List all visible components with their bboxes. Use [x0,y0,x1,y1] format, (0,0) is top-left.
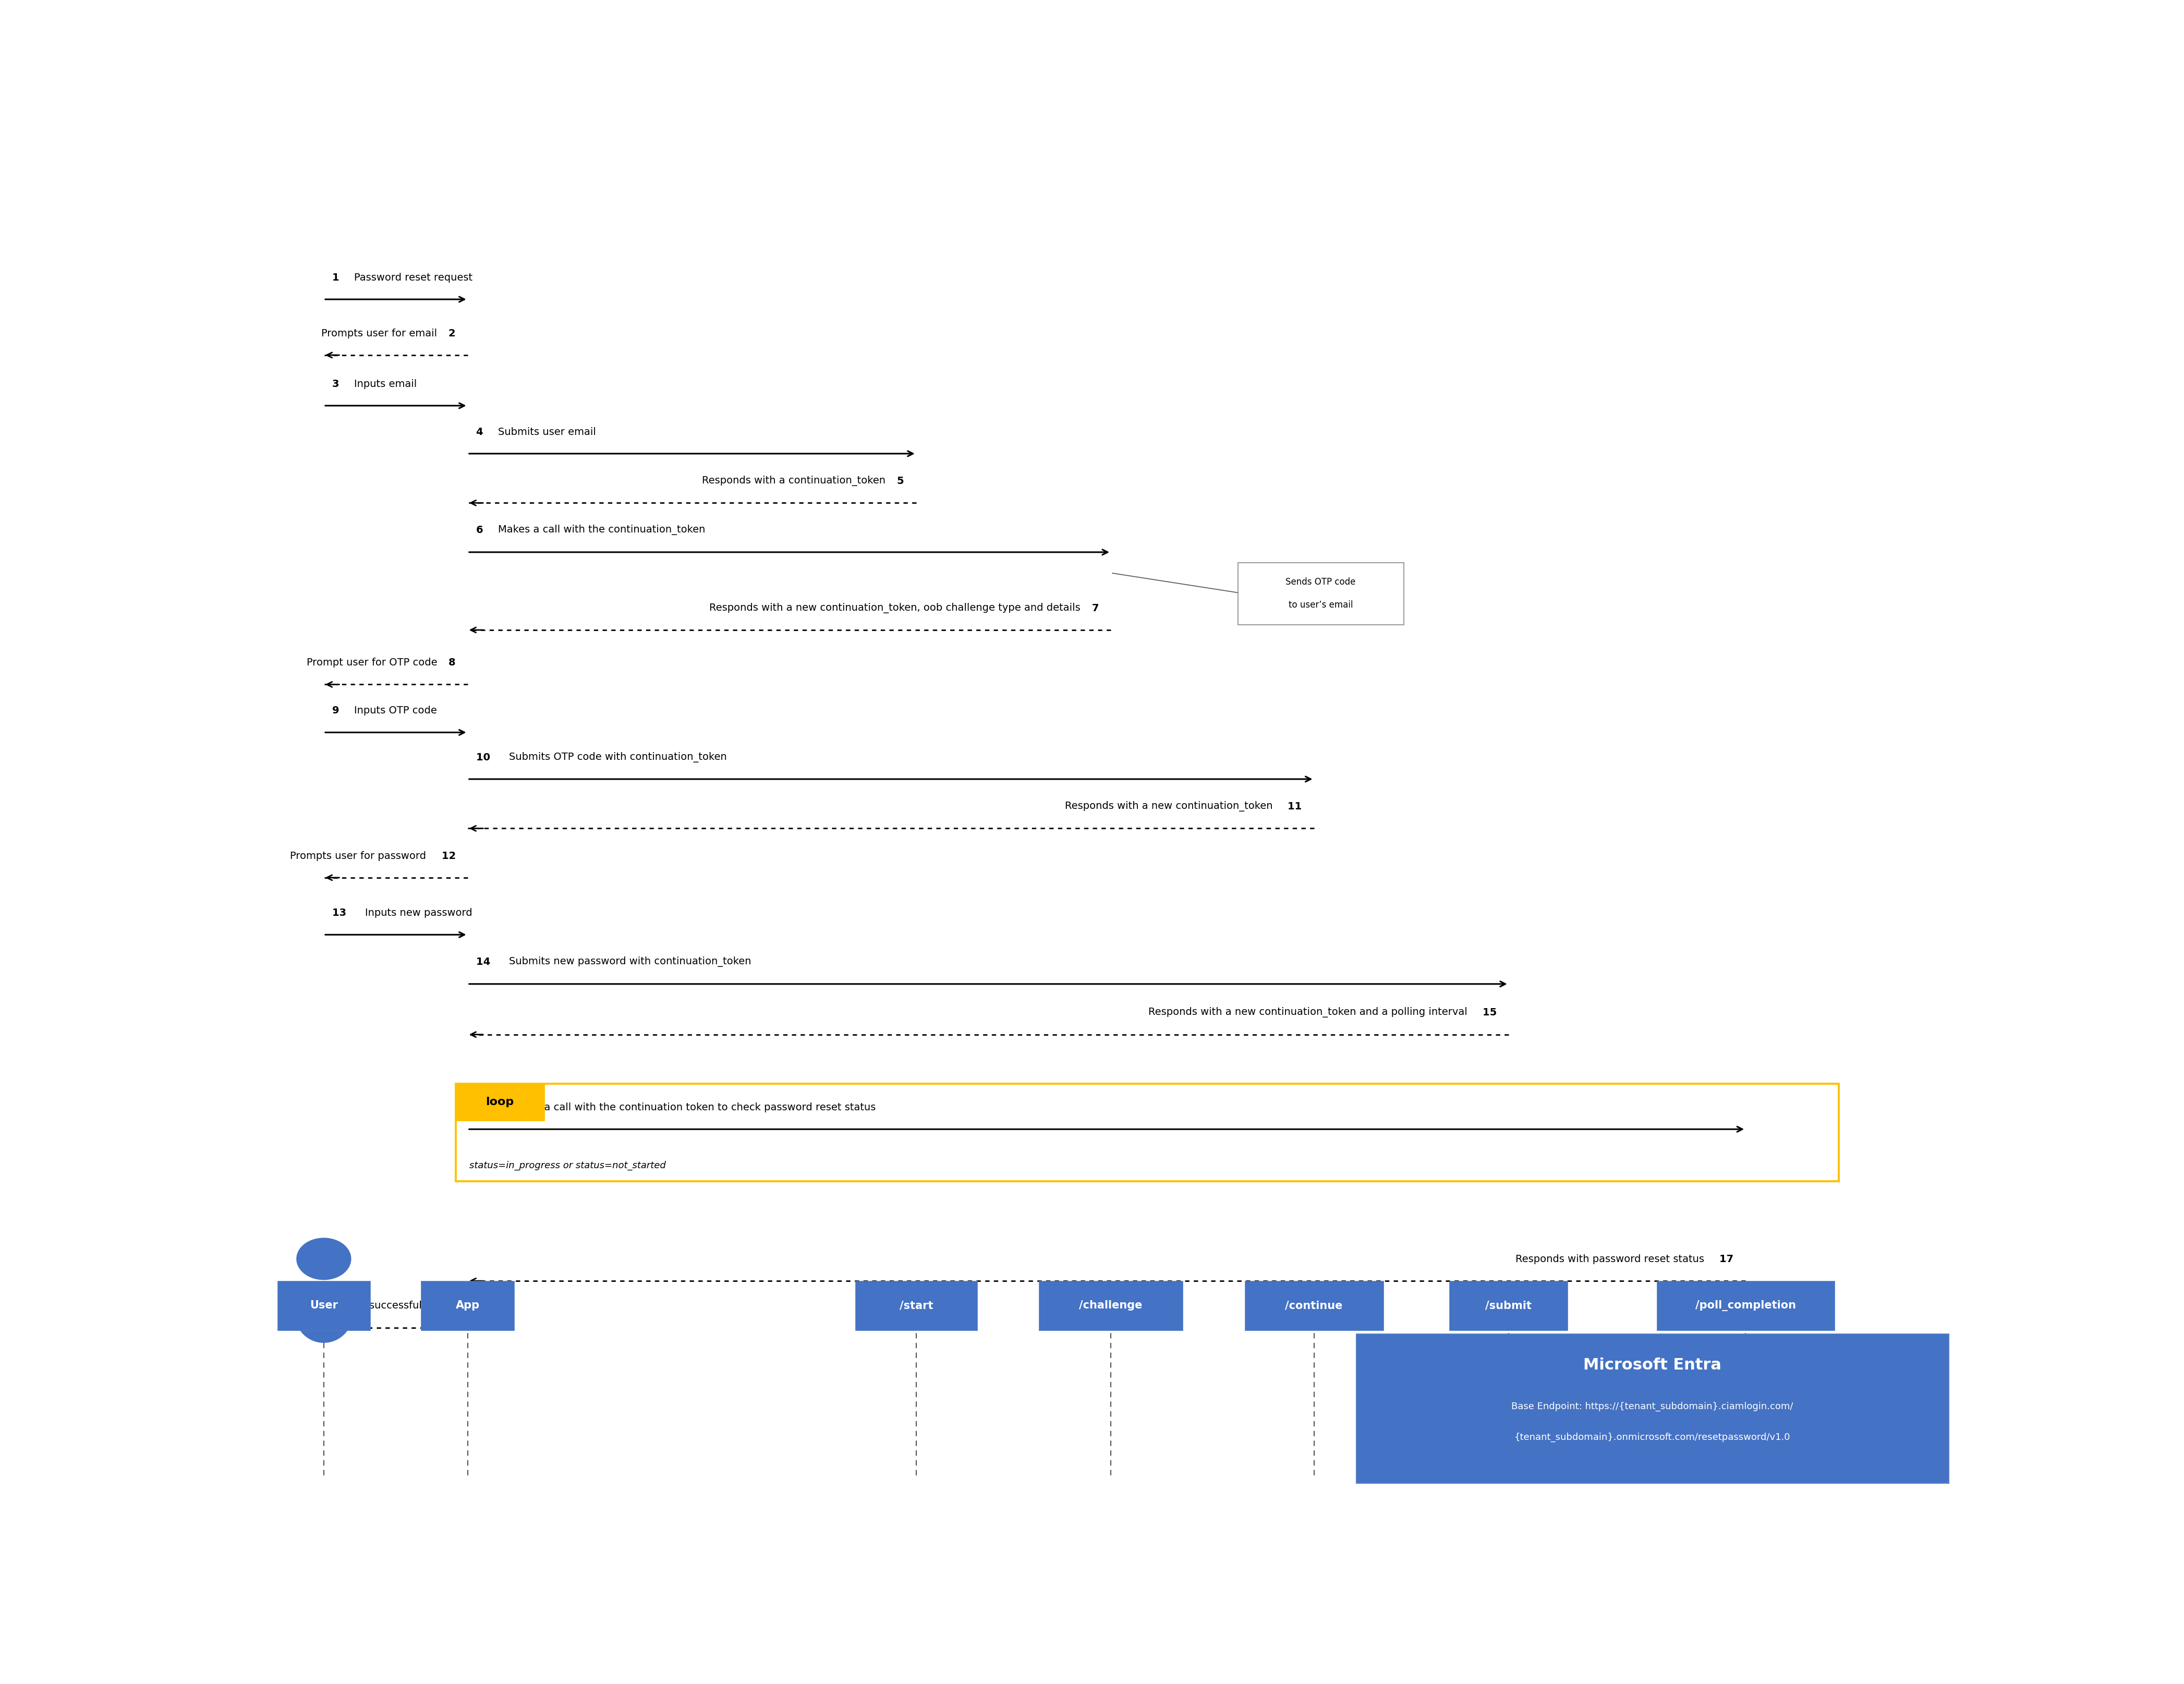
Text: Inputs new password: Inputs new password [365,908,472,918]
Text: Inputs email: Inputs email [354,379,417,389]
Text: 17: 17 [1719,1255,1736,1265]
FancyBboxPatch shape [1040,1282,1184,1330]
Text: 8: 8 [448,658,459,667]
Text: Sends OTP code: Sends OTP code [1286,578,1356,588]
Text: 2: 2 [448,328,459,338]
Text: App: App [456,1300,480,1310]
Text: /challenge: /challenge [1079,1300,1142,1310]
Text: Submits OTP code with continuation_token: Submits OTP code with continuation_token [509,751,727,763]
FancyBboxPatch shape [1238,562,1404,625]
Text: 10: 10 [476,753,494,763]
FancyBboxPatch shape [422,1282,513,1330]
Text: 7: 7 [1092,603,1103,613]
FancyBboxPatch shape [1450,1282,1568,1330]
Text: status=in_progress or status=not_started: status=in_progress or status=not_started [470,1160,666,1170]
Text: 4: 4 [476,426,487,436]
Text: /submit: /submit [1485,1300,1531,1310]
FancyBboxPatch shape [277,1282,371,1330]
Text: Responds with password reset status: Responds with password reset status [1516,1255,1704,1265]
Text: 6: 6 [476,525,487,536]
Text: Makes a call with the continuation_token: Makes a call with the continuation_token [498,525,705,536]
Text: Responds with a new continuation_token, oob challenge type and details: Responds with a new continuation_token, … [710,603,1081,613]
FancyBboxPatch shape [1356,1334,1948,1484]
Text: Prompts user for password: Prompts user for password [290,850,426,861]
Circle shape [297,1238,352,1280]
Text: 15: 15 [1483,1007,1500,1017]
Text: 1: 1 [332,273,343,283]
Text: 5: 5 [898,477,909,487]
FancyBboxPatch shape [456,1084,544,1120]
FancyBboxPatch shape [1658,1282,1835,1330]
Text: Responds with a continuation_token: Responds with a continuation_token [703,475,887,487]
Text: Inputs OTP code: Inputs OTP code [354,706,437,716]
Text: 16: 16 [476,1103,494,1113]
Text: Password reset request: Password reset request [354,273,472,283]
Text: 13: 13 [332,908,349,918]
Text: User: User [310,1300,339,1310]
Text: 12: 12 [441,850,459,861]
FancyBboxPatch shape [856,1282,976,1330]
Text: /start: /start [900,1300,933,1310]
Text: Prompt user for OTP code: Prompt user for OTP code [306,658,437,667]
Text: 11: 11 [1289,802,1306,812]
Text: Prompts user for email: Prompts user for email [321,328,437,338]
Text: Submits new password with continuation_token: Submits new password with continuation_t… [509,957,751,967]
Text: /poll_completion: /poll_completion [1695,1300,1795,1312]
Text: Base Endpoint: https://{tenant_subdomain}.ciamlogin.com/: Base Endpoint: https://{tenant_subdomain… [1511,1401,1793,1411]
Text: loop: loop [485,1096,513,1106]
Text: Responds with a new continuation_token: Responds with a new continuation_token [1064,802,1273,812]
Text: to user’s email: to user’s email [1289,601,1352,610]
Text: 9: 9 [332,706,343,716]
Text: Submits user email: Submits user email [498,426,596,436]
Text: Responds with a new continuation_token and a polling interval: Responds with a new continuation_token a… [1149,1007,1468,1017]
Text: Password reset successful!: Password reset successful! [290,1300,426,1310]
FancyBboxPatch shape [1245,1282,1382,1330]
Text: /continue: /continue [1284,1300,1343,1310]
Text: Microsoft Entra: Microsoft Entra [1583,1357,1721,1372]
Text: {tenant_subdomain}.onmicrosoft.com/resetpassword/v1.0: {tenant_subdomain}.onmicrosoft.com/reset… [1514,1433,1791,1442]
Text: 14: 14 [476,957,494,967]
Text: 3: 3 [332,379,343,389]
Ellipse shape [295,1285,352,1342]
Text: Makes a call with the continuation token to check password reset status: Makes a call with the continuation token… [509,1103,876,1113]
Text: 18: 18 [441,1300,459,1310]
